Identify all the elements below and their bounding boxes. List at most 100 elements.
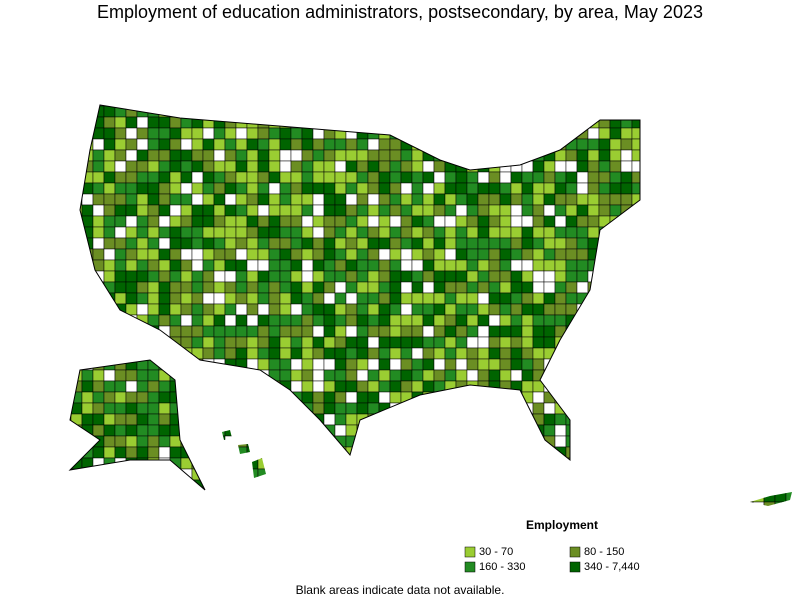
map-area — [565, 105, 578, 118]
map-area — [224, 369, 237, 382]
map-area — [598, 314, 611, 327]
map-area — [631, 490, 644, 503]
map-area — [554, 226, 567, 239]
map-area — [202, 248, 215, 261]
map-area — [565, 303, 578, 316]
map-area — [257, 226, 270, 239]
map-area — [598, 303, 611, 316]
map-area — [312, 457, 325, 470]
map-area — [411, 237, 424, 250]
map-area — [400, 435, 413, 448]
map-area — [609, 380, 622, 393]
map-area — [125, 314, 138, 327]
map-area — [554, 358, 567, 371]
map-area — [433, 369, 446, 382]
map-area — [697, 402, 710, 415]
map-area — [631, 336, 644, 349]
map-area — [741, 336, 754, 349]
map-area — [576, 380, 589, 393]
map-area — [169, 116, 182, 129]
map-area — [103, 215, 116, 228]
map-area — [697, 292, 710, 305]
map-area — [499, 193, 512, 206]
map-area — [532, 358, 545, 371]
map-area — [422, 424, 435, 437]
map-area — [785, 336, 792, 349]
map-area — [345, 160, 358, 173]
map-area — [576, 193, 589, 206]
map-area — [191, 248, 204, 261]
map-area — [312, 391, 325, 404]
map-area — [147, 149, 160, 162]
map-area — [499, 248, 512, 261]
map-area — [631, 281, 644, 294]
map-area — [92, 391, 105, 404]
map-area — [587, 424, 600, 437]
map-area — [345, 380, 358, 393]
map-area — [136, 479, 149, 492]
map-area — [609, 182, 622, 195]
map-area — [411, 424, 424, 437]
map-area — [433, 215, 446, 228]
map-area — [246, 138, 259, 151]
map-area — [587, 270, 600, 283]
map-area — [719, 358, 732, 371]
map-area — [158, 490, 171, 503]
map-area — [653, 281, 666, 294]
map-area — [136, 127, 149, 140]
map-area — [444, 479, 457, 492]
map-area — [378, 193, 391, 206]
map-areas — [70, 105, 792, 506]
map-area — [191, 193, 204, 206]
map-area — [202, 160, 215, 173]
map-area — [70, 248, 83, 261]
map-area — [488, 358, 501, 371]
map-area — [422, 314, 435, 327]
map-area — [246, 281, 259, 294]
map-area — [70, 259, 72, 272]
map-area — [92, 292, 105, 305]
map-area — [411, 292, 424, 305]
map-area — [257, 237, 270, 250]
map-area — [169, 160, 182, 173]
map-area — [356, 424, 369, 437]
map-area — [433, 424, 446, 437]
map-area — [664, 468, 677, 481]
map-area — [741, 160, 754, 173]
map-area — [400, 182, 413, 195]
map-area — [103, 171, 116, 184]
map-area — [202, 116, 215, 129]
map-area — [323, 391, 336, 404]
map-area — [202, 105, 215, 118]
map-area — [191, 215, 204, 228]
map-area — [620, 138, 633, 151]
map-area — [543, 248, 556, 261]
map-area — [499, 226, 512, 239]
map-area — [510, 226, 523, 239]
map-area — [653, 259, 666, 272]
map-area — [466, 281, 479, 294]
map-area — [576, 105, 589, 107]
map-area — [378, 270, 391, 283]
map-area — [422, 292, 435, 305]
map-area — [103, 490, 116, 503]
map-area — [246, 402, 259, 415]
map-area — [785, 402, 792, 415]
map-area — [719, 413, 732, 426]
map-area — [653, 248, 666, 261]
map-area — [213, 479, 226, 492]
map-area — [774, 149, 787, 162]
map-area — [125, 413, 138, 426]
map-area — [345, 226, 358, 239]
map-area — [785, 424, 792, 437]
map-area — [202, 281, 215, 294]
map-area — [763, 237, 776, 250]
map-area — [125, 160, 138, 173]
map-area — [730, 358, 743, 371]
map-area — [598, 358, 611, 371]
map-area — [81, 204, 94, 217]
map-area — [642, 336, 655, 349]
map-area — [246, 325, 259, 338]
map-area — [180, 358, 193, 371]
map-area — [499, 204, 512, 217]
